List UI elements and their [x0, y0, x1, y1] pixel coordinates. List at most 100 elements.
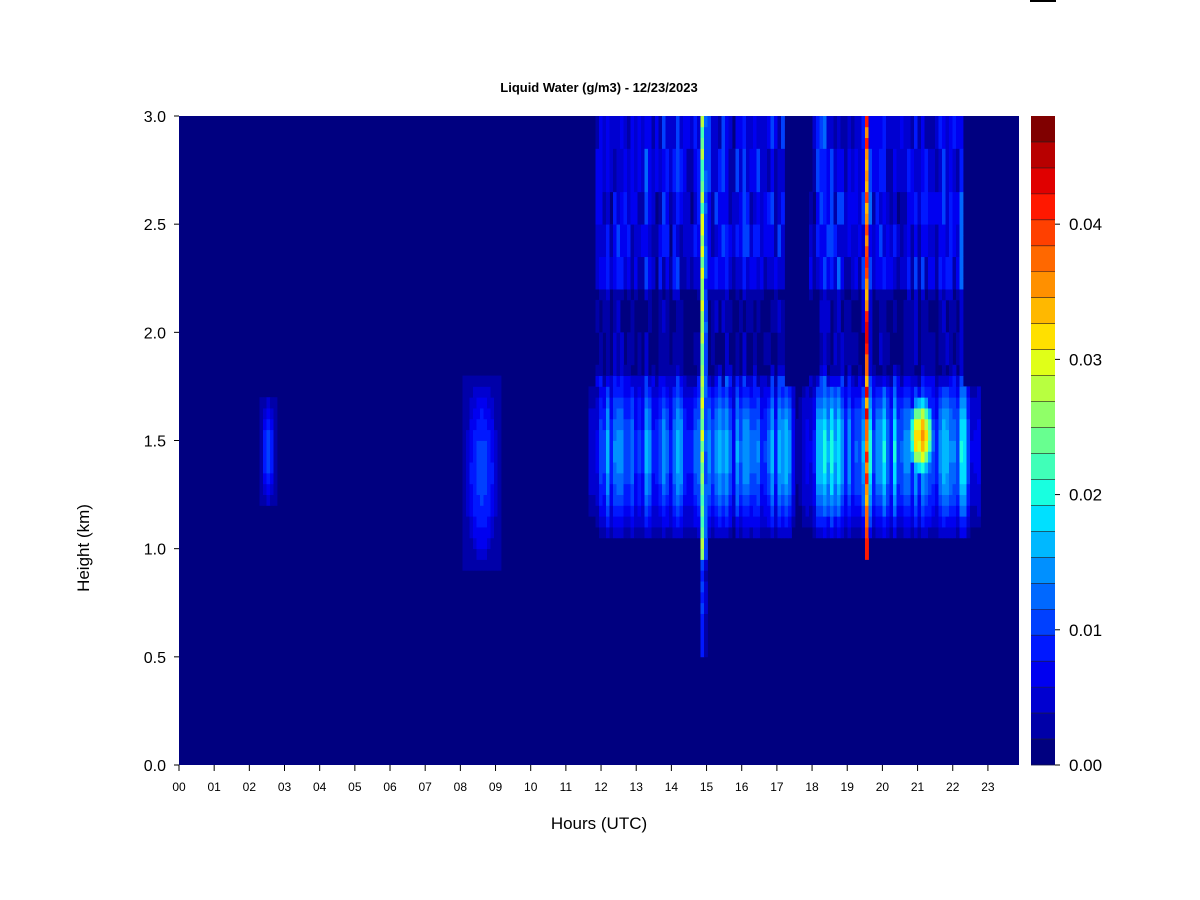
heat-cell: [742, 191, 747, 203]
heat-cell: [609, 116, 614, 128]
heat-cell: [648, 180, 652, 193]
heat-cell: [928, 180, 932, 193]
heat-cell: [718, 451, 722, 463]
heat-cell: [907, 332, 911, 344]
heat-cell: [749, 267, 754, 279]
heat-cell: [945, 278, 950, 290]
heat-cell: [644, 278, 649, 290]
heat-cell: [725, 483, 729, 495]
heat-cell: [921, 527, 925, 539]
heat-cell: [595, 321, 600, 333]
heat-cell: [735, 224, 740, 236]
heat-cell: [721, 494, 726, 506]
heat-cell: [494, 451, 498, 463]
heat-cell: [676, 397, 680, 409]
heat-cell: [700, 451, 705, 463]
heat-cell: [630, 224, 635, 236]
heat-cell: [259, 429, 264, 441]
heat-cell: [816, 527, 820, 539]
heat-cell: [812, 462, 817, 474]
heat-cell: [599, 527, 603, 539]
heat-cell: [634, 245, 638, 258]
heat-cell: [753, 386, 757, 398]
heat-cell: [690, 483, 694, 495]
heat-cell: [658, 245, 663, 258]
heat-cell: [658, 116, 663, 128]
heat-cell: [672, 180, 677, 193]
heat-cell: [868, 397, 873, 409]
heat-cell: [784, 516, 789, 528]
heat-cell: [665, 332, 670, 344]
heat-cell: [945, 386, 950, 398]
heat-cell: [669, 375, 673, 387]
heat-cell: [700, 591, 705, 604]
heat-cell: [879, 527, 883, 539]
heat-cell: [690, 429, 694, 441]
heat-cell: [966, 397, 971, 409]
heat-cell: [788, 429, 792, 441]
heat-cell: [788, 472, 792, 485]
x-tick-label: 10: [524, 780, 538, 794]
heat-cell: [490, 494, 495, 506]
heat-cell: [917, 245, 922, 258]
heat-cell: [949, 148, 953, 160]
heat-cell: [742, 527, 747, 539]
heat-cell: [819, 191, 824, 203]
heat-cell: [802, 397, 806, 409]
heat-cell: [823, 191, 827, 203]
heat-cell: [851, 126, 855, 139]
heat-cell: [739, 483, 743, 495]
heat-cell: [714, 202, 719, 214]
heat-cell: [868, 137, 873, 149]
heat-cell: [620, 462, 624, 474]
heat-cell: [693, 353, 698, 366]
heat-cell: [630, 494, 635, 506]
heat-cell: [630, 267, 635, 279]
heat-cell: [826, 505, 831, 517]
heat-cell: [669, 159, 673, 171]
heat-cell: [641, 148, 645, 160]
heat-cell: [683, 278, 687, 290]
heat-cell: [854, 116, 859, 128]
heat-cell: [931, 397, 936, 409]
heat-cell: [753, 267, 757, 279]
heat-cell: [844, 213, 848, 225]
heat-cell: [861, 451, 866, 463]
heat-cell: [868, 353, 873, 366]
heat-cell: [704, 494, 708, 506]
heat-cell: [837, 440, 841, 452]
heat-cell: [802, 516, 806, 528]
heat-cell: [672, 343, 677, 355]
heat-cell: [700, 353, 705, 366]
heat-cell: [637, 505, 642, 517]
heat-cell: [816, 256, 820, 268]
heat-cell: [697, 494, 701, 506]
heat-cell: [851, 516, 855, 528]
heat-cell: [763, 159, 768, 171]
heat-cell: [714, 170, 719, 182]
heat-cell: [753, 451, 757, 463]
heat-cell: [882, 289, 887, 301]
heat-cell: [655, 234, 659, 247]
heat-cell: [854, 527, 859, 539]
heat-cell: [872, 505, 876, 517]
heat-cell: [833, 278, 838, 290]
heat-cell: [637, 418, 642, 431]
heat-cell: [760, 267, 764, 279]
heat-cell: [644, 180, 649, 193]
heat-cell: [732, 234, 736, 247]
heat-cell: [665, 397, 670, 409]
heat-cell: [707, 516, 712, 528]
heat-cell: [903, 137, 908, 149]
heat-cell: [641, 234, 645, 247]
heat-cell: [809, 386, 813, 398]
heat-cell: [910, 408, 915, 420]
heat-cell: [900, 245, 904, 258]
heat-cell: [903, 451, 908, 463]
heat-cell: [868, 148, 873, 160]
x-tick-label: 04: [313, 780, 327, 794]
heat-cell: [865, 408, 869, 420]
heat-cell: [466, 494, 470, 506]
heat-cell: [900, 505, 904, 517]
heat-cell: [942, 418, 946, 431]
